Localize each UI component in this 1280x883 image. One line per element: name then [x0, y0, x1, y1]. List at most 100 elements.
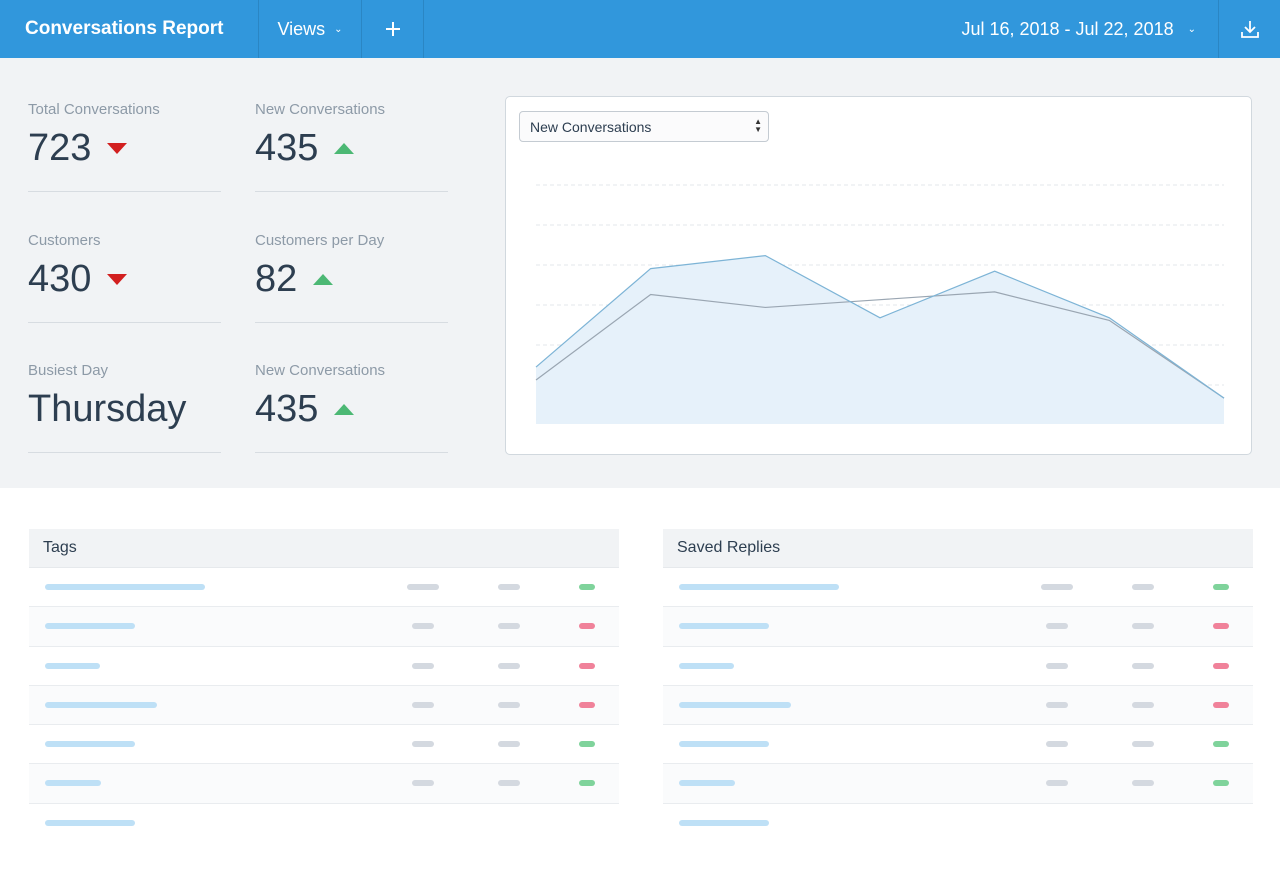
- download-icon: [1240, 21, 1259, 38]
- row-name-placeholder: [45, 662, 100, 669]
- table-row[interactable]: [663, 647, 1253, 686]
- stat-value: 435: [255, 388, 355, 431]
- row-count-placeholder: [412, 623, 434, 630]
- table-row[interactable]: [663, 764, 1253, 804]
- row-count-placeholder: [412, 701, 434, 708]
- row-count-placeholder: [1046, 623, 1068, 630]
- metric-select[interactable]: New Conversations ▲ ▼: [519, 111, 769, 142]
- row-name-placeholder: [45, 623, 135, 630]
- table-row[interactable]: [29, 607, 619, 647]
- series-line-1: [535, 291, 1225, 399]
- plus-icon: [385, 22, 400, 36]
- stat-value: Thursday: [28, 388, 187, 430]
- row-count-placeholder: [412, 662, 434, 669]
- row-percent-placeholder: [498, 662, 520, 669]
- row-percent-placeholder: [1132, 584, 1154, 590]
- trend-up-icon: [313, 274, 334, 285]
- table-row[interactable]: [29, 804, 619, 843]
- stat-customers: Customers 430: [28, 192, 221, 323]
- change-negative-badge: [579, 662, 595, 669]
- row-name-placeholder: [679, 662, 734, 669]
- stat-customers-per-day: Customers per Day 82: [255, 192, 448, 323]
- trend-up-icon: [334, 404, 355, 415]
- row-name-placeholder: [45, 584, 205, 590]
- saved-replies-rows: [663, 568, 1253, 843]
- stat-new-conversations-2: New Conversations 435: [255, 322, 448, 453]
- chevron-down-icon: ⌄: [1187, 23, 1196, 35]
- metric-select-value: New Conversations: [530, 118, 652, 135]
- change-positive-badge: [579, 584, 595, 590]
- row-count-placeholder: [1046, 662, 1068, 669]
- change-negative-badge: [579, 623, 595, 630]
- change-positive-badge: [1213, 584, 1229, 590]
- table-row[interactable]: [29, 725, 619, 765]
- trend-down-icon: [107, 143, 128, 154]
- row-name-placeholder: [679, 701, 791, 708]
- date-range-label: Jul 16, 2018 - Jul 22, 2018: [961, 18, 1174, 39]
- row-percent-placeholder: [498, 741, 520, 748]
- area-chart: [535, 184, 1225, 424]
- table-row[interactable]: [29, 647, 619, 686]
- table-row[interactable]: [663, 725, 1253, 765]
- row-count-placeholder: [1046, 741, 1068, 748]
- row-percent-placeholder: [1132, 780, 1154, 787]
- date-range-picker[interactable]: Jul 16, 2018 - Jul 22, 2018 ⌄: [961, 0, 1219, 58]
- panel-title: Tags: [29, 529, 619, 568]
- series-area: [536, 255, 1224, 424]
- row-name-placeholder: [45, 819, 135, 826]
- stat-value: 723: [28, 127, 128, 170]
- table-row[interactable]: [663, 804, 1253, 843]
- stat-label: New Conversations: [255, 362, 386, 379]
- table-row[interactable]: [663, 685, 1253, 726]
- change-positive-badge: [579, 741, 595, 748]
- trend-up-icon: [334, 143, 355, 154]
- stat-label: Busiest Day: [28, 362, 109, 379]
- row-percent-placeholder: [1132, 741, 1154, 748]
- change-negative-badge: [1213, 662, 1229, 669]
- row-percent-placeholder: [1132, 662, 1154, 669]
- stat-value: 82: [255, 258, 334, 301]
- change-positive-badge: [579, 780, 595, 787]
- stat-busiest-day: Busiest Day Thursday: [28, 322, 221, 453]
- row-count-placeholder: [412, 780, 434, 787]
- series-line-0: [535, 255, 1225, 399]
- table-row[interactable]: [663, 607, 1253, 647]
- stat-label: New Conversations: [255, 101, 386, 118]
- saved-replies-panel: Saved Replies: [663, 529, 1253, 843]
- row-name-placeholder: [679, 623, 769, 630]
- page-title: Conversations Report: [0, 0, 259, 58]
- download-button[interactable]: [1219, 0, 1280, 58]
- row-percent-placeholder: [1132, 701, 1154, 708]
- tags-rows: [29, 568, 619, 843]
- change-negative-badge: [1213, 623, 1229, 630]
- panel-title: Saved Replies: [663, 529, 1253, 568]
- stat-label: Customers per Day: [255, 232, 385, 249]
- table-row[interactable]: [29, 685, 619, 726]
- row-name-placeholder: [45, 780, 101, 787]
- select-arrows-icon: ▲ ▼: [754, 117, 762, 134]
- row-name-placeholder: [679, 584, 839, 590]
- stat-total-conversations: Total Conversations 723: [28, 61, 221, 192]
- table-row[interactable]: [663, 568, 1253, 608]
- row-count-placeholder: [1046, 701, 1068, 708]
- row-name-placeholder: [679, 780, 735, 787]
- row-name-placeholder: [45, 701, 157, 708]
- stat-value: 435: [255, 127, 355, 170]
- chevron-down-icon: ⌄: [334, 23, 343, 35]
- stat-label: Total Conversations: [28, 101, 160, 118]
- stat-new-conversations: New Conversations 435: [255, 61, 448, 192]
- chart-card: New Conversations ▲ ▼: [505, 96, 1252, 455]
- row-count-placeholder: [412, 741, 434, 748]
- stat-value: 430: [28, 258, 128, 301]
- top-bar: Conversations Report Views ⌄ Jul 16, 201…: [0, 0, 1280, 58]
- trend-down-icon: [107, 274, 128, 285]
- table-row[interactable]: [29, 568, 619, 608]
- add-view-button[interactable]: [362, 0, 424, 58]
- row-name-placeholder: [679, 819, 769, 826]
- change-positive-badge: [1213, 780, 1229, 787]
- stat-label: Customers: [28, 232, 101, 249]
- table-row[interactable]: [29, 764, 619, 804]
- tags-panel: Tags: [29, 529, 619, 843]
- row-percent-placeholder: [498, 623, 520, 630]
- views-dropdown[interactable]: Views ⌄: [259, 0, 362, 58]
